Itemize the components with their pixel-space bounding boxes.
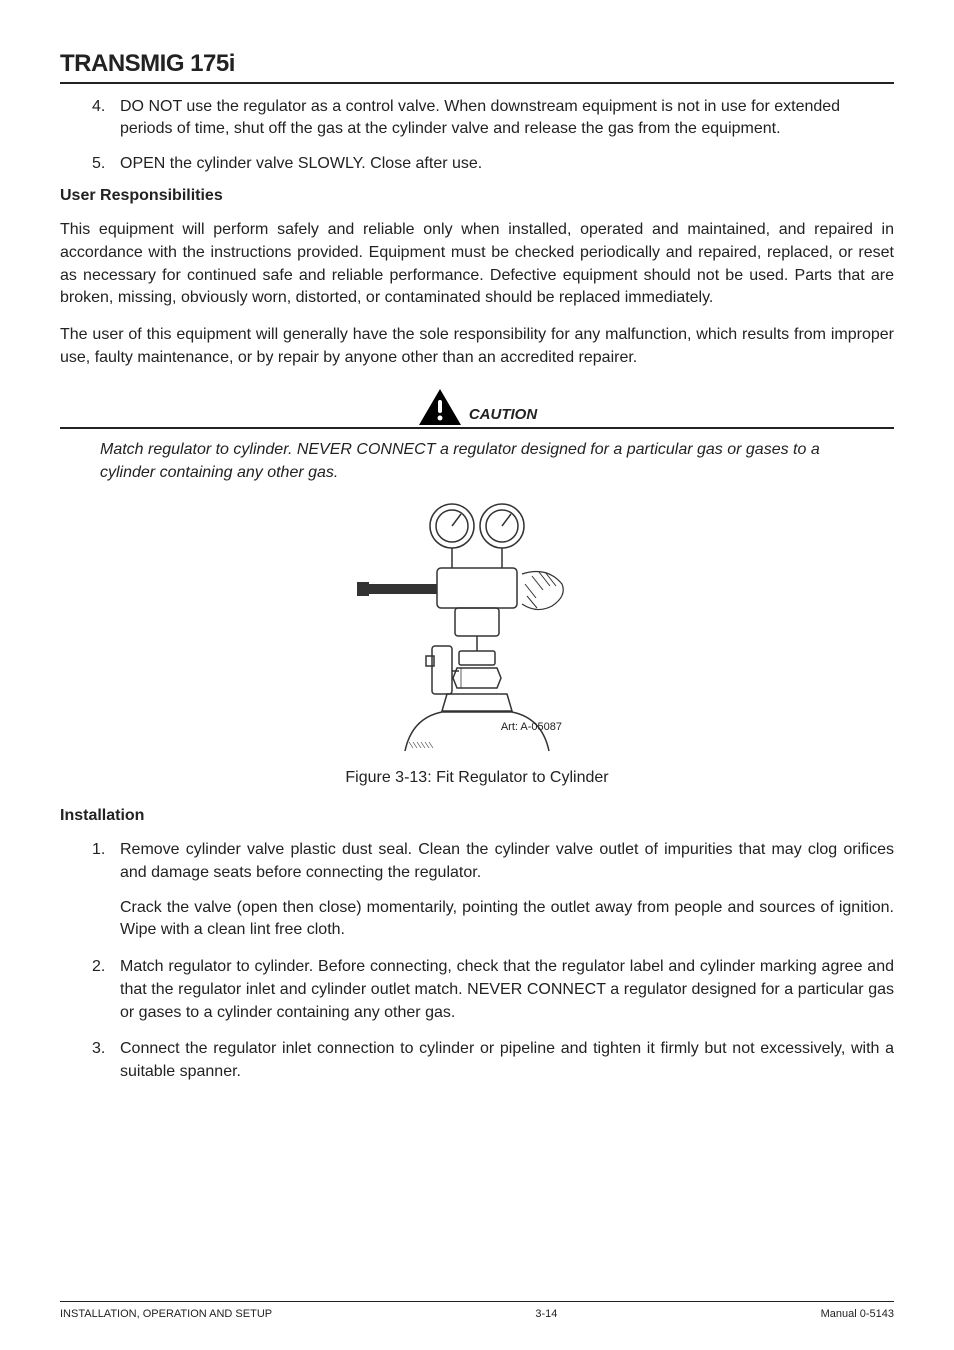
list-text: OPEN the cylinder valve SLOWLY. Close af… [120, 155, 482, 172]
list-number: 5. [92, 153, 105, 175]
figure-wrap: Art: A-05087 Figure 3-13: Fit Regulator … [60, 496, 894, 787]
list-item: 1. Remove cylinder valve plastic dust se… [120, 839, 894, 942]
user-responsibilities-heading: User Responsibilities [60, 187, 894, 205]
footer-left: INSTALLATION, OPERATION AND SETUP [60, 1308, 272, 1320]
list-text: Connect the regulator inlet connection t… [120, 1040, 894, 1080]
body-paragraph: The user of this equipment will generall… [60, 324, 894, 369]
caution-text: Match regulator to cylinder. NEVER CONNE… [100, 439, 854, 484]
caution-warning-icon [417, 387, 463, 427]
caution-label: CAUTION [469, 406, 537, 427]
caution-header: CAUTION [60, 387, 894, 429]
figure-caption: Figure 3-13: Fit Regulator to Cylinder [60, 769, 894, 787]
list-number: 3. [92, 1038, 105, 1061]
page-footer: INSTALLATION, OPERATION AND SETUP 3-14 M… [60, 1301, 894, 1320]
list-number: 1. [92, 839, 105, 862]
list-number: 2. [92, 956, 105, 979]
page-title: TRANSMIG 175i [60, 50, 894, 84]
list-number: 4. [92, 96, 105, 118]
list-text: DO NOT use the regulator as a control va… [120, 98, 840, 137]
installation-list: 1. Remove cylinder valve plastic dust se… [60, 839, 894, 1083]
regulator-diagram: Art: A-05087 [337, 496, 617, 761]
list-item: 2. Match regulator to cylinder. Before c… [120, 956, 894, 1024]
list-item: 5. OPEN the cylinder valve SLOWLY. Close… [120, 153, 894, 175]
installation-heading: Installation [60, 807, 894, 825]
top-numbered-list: 4. DO NOT use the regulator as a control… [60, 96, 894, 175]
list-subtext: Crack the valve (open then close) moment… [120, 897, 894, 942]
list-text: Match regulator to cylinder. Before conn… [120, 958, 894, 1020]
list-text: Remove cylinder valve plastic dust seal.… [120, 841, 894, 881]
footer-right: Manual 0-5143 [821, 1308, 894, 1320]
figure-art-label: Art: A-05087 [501, 721, 562, 733]
list-item: 3. Connect the regulator inlet connectio… [120, 1038, 894, 1083]
list-item: 4. DO NOT use the regulator as a control… [120, 96, 894, 141]
caution-block: CAUTION Match regulator to cylinder. NEV… [60, 387, 894, 484]
body-paragraph: This equipment will perform safely and r… [60, 219, 894, 310]
footer-center: 3-14 [535, 1308, 557, 1320]
